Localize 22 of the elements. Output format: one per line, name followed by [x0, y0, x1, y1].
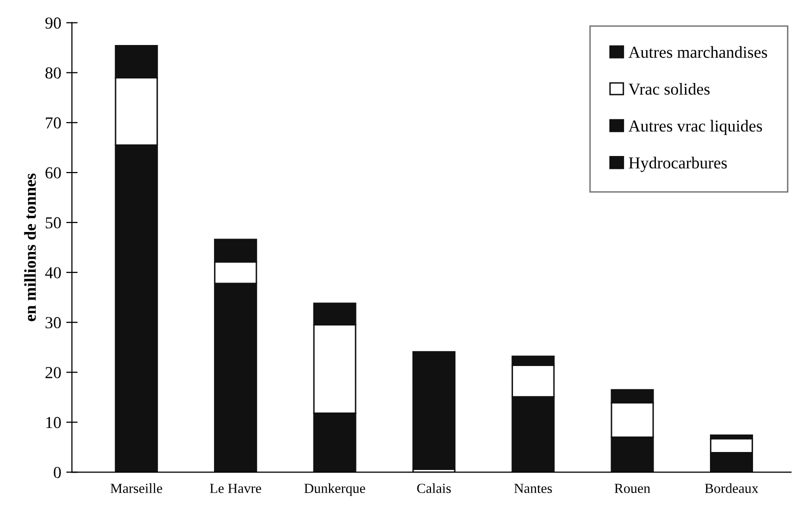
- y-tick-label: 40: [45, 267, 61, 278]
- x-tick-label: Bordeaux: [704, 483, 758, 494]
- x-tick-label: Rouen: [614, 484, 650, 494]
- y-axis-title: en millions de tonnes: [24, 174, 36, 322]
- legend-label: Autres vrac liquides: [628, 120, 762, 136]
- y-tick-label: 50: [46, 217, 61, 228]
- y-tick-label: 10: [46, 416, 61, 428]
- y-tick-label: 70: [46, 117, 61, 129]
- y-tick-label: 30: [46, 317, 61, 328]
- x-tick-label: Marseille: [110, 483, 162, 494]
- y-tick-label: 60: [46, 167, 61, 178]
- legend-label: Hydrocarbures: [628, 156, 727, 172]
- x-tick-label: Dunkerque: [304, 483, 366, 496]
- x-tick-label: Le Havre: [210, 484, 262, 494]
- x-tick-label: Calais: [417, 483, 451, 494]
- legend-label: Vrac solides: [628, 83, 710, 95]
- y-tick-label: 80: [45, 67, 61, 79]
- x-tick-label: Nantes: [514, 484, 552, 494]
- y-tick-label: 0: [54, 466, 61, 478]
- y-tick-label: 20: [46, 366, 61, 378]
- legend-label: Autres marchandises: [628, 46, 768, 58]
- y-tick-label: 90: [45, 17, 61, 29]
